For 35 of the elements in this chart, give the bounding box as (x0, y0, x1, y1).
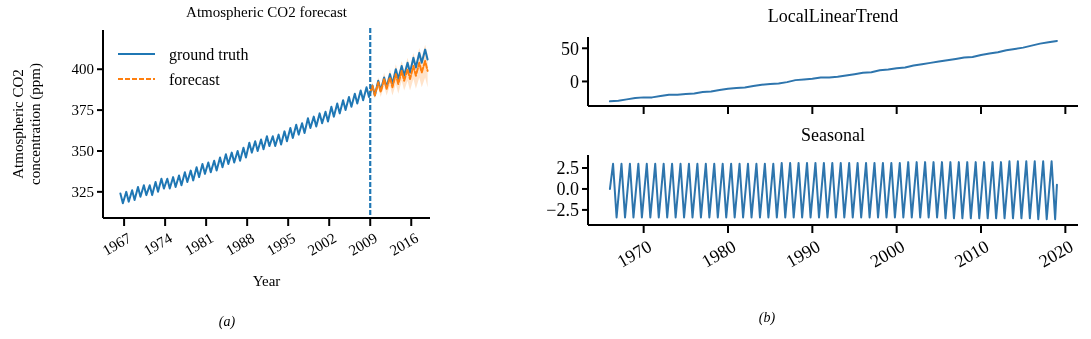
line-series (608, 160, 1058, 221)
x-tick-label: 1970 (613, 236, 655, 272)
y-tick-label: 2.5 (556, 158, 579, 179)
y-tick-label: 0 (570, 71, 579, 92)
y-tick-label: 50 (561, 38, 579, 59)
text: (b) (758, 310, 776, 326)
x-tick-label: 2016 (387, 229, 422, 259)
chart-title: LocalLinearTrend (767, 6, 899, 26)
text: (a) (218, 314, 236, 330)
y-tick-label: 325 (71, 184, 94, 201)
x-tick-label: 2000 (866, 236, 908, 272)
y-tick-label: 375 (71, 102, 94, 119)
chart-title: Seasonal (801, 125, 865, 145)
x-tick-label: 1967 (99, 229, 135, 259)
x-tick-label: 2002 (304, 229, 339, 259)
x-tick-label: 1980 (698, 236, 740, 272)
x-axis-title: Year (252, 273, 281, 289)
line-series (369, 60, 429, 97)
x-tick-label: 1974 (140, 229, 176, 259)
chart-title: Atmospheric CO2 forecast (186, 4, 348, 20)
line-series (608, 39, 1058, 103)
legend-label: ground truth (169, 45, 249, 64)
x-tick-label: 2020 (1035, 236, 1077, 272)
y-tick-label: 0.0 (556, 179, 579, 200)
x-tick-label: 1995 (263, 229, 298, 259)
y-axis-title: Atmospheric CO2 concentration (ppm) (10, 62, 45, 186)
y-tick-label: 400 (71, 61, 94, 78)
legend-label: forecast (169, 70, 221, 88)
x-tick-label: 1990 (782, 236, 824, 272)
x-tick-label: 2010 (951, 236, 993, 272)
x-tick-label: 1981 (181, 229, 216, 259)
y-tick-label: 350 (71, 143, 94, 160)
x-tick-label: 2009 (346, 229, 380, 259)
y-tick-label: −2.5 (546, 200, 579, 221)
x-tick-label: 1988 (222, 229, 257, 259)
